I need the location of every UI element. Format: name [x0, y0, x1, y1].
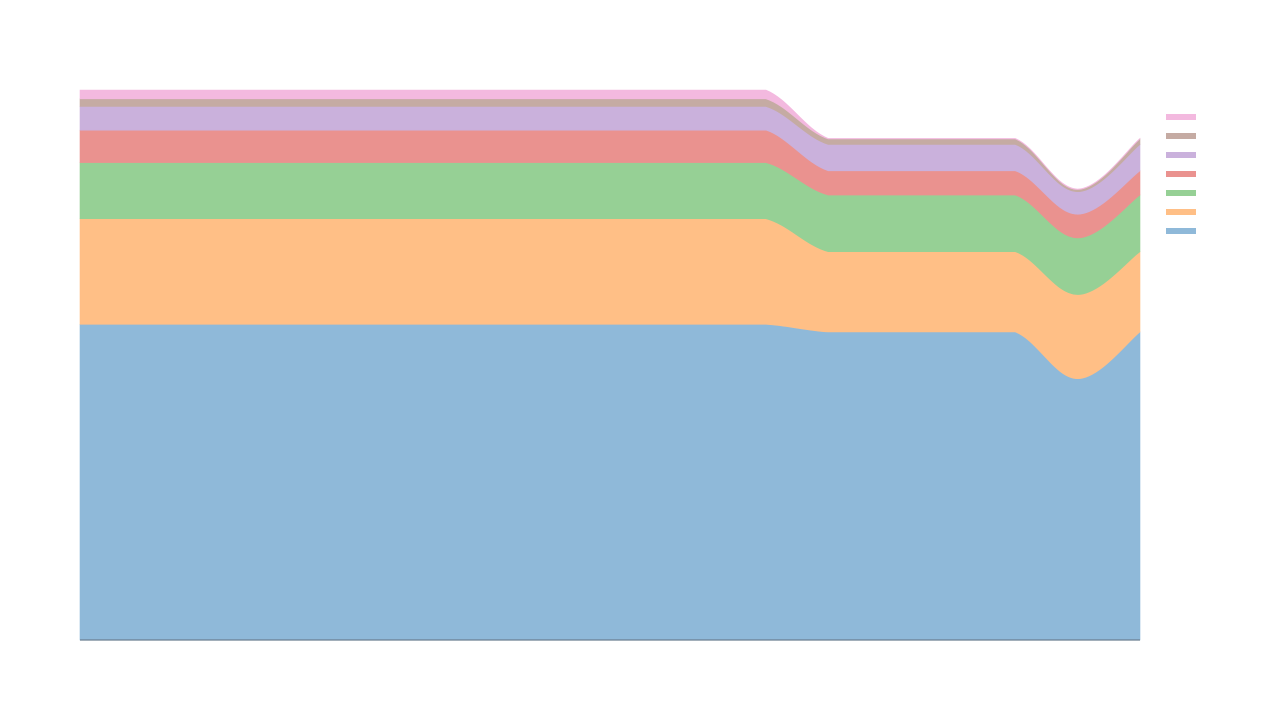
legend-swatch-3: [1166, 190, 1196, 196]
legend-swatch-7: [1166, 114, 1196, 120]
legend: [1166, 114, 1196, 234]
legend-swatch-6: [1166, 133, 1196, 139]
legend-swatch-2: [1166, 209, 1196, 215]
legend-swatch-4: [1166, 171, 1196, 177]
legend-swatch-5: [1166, 152, 1196, 158]
area-series-layer: [79, 89, 1141, 641]
area-series-1: [79, 323, 1141, 641]
area-series-7: [79, 89, 1141, 190]
legend-swatch-1: [1166, 228, 1196, 234]
